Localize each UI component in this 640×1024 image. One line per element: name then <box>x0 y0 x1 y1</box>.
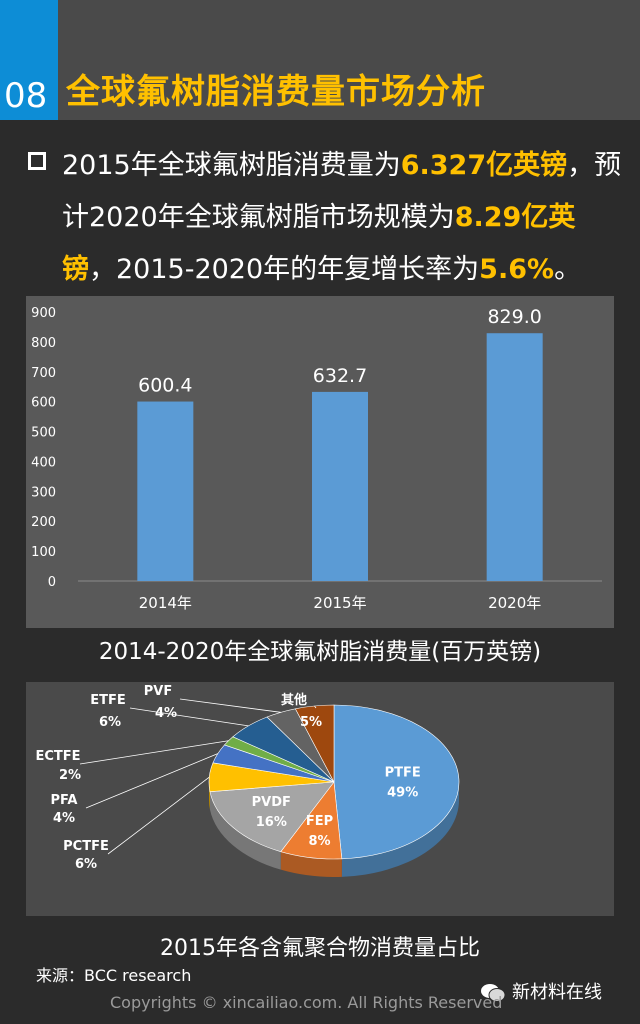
bar-chart-panel: 0 100 200 300 400 500 600 700 800 900 600.4 2014年 63… <box>26 296 614 628</box>
pie-side-2 <box>209 791 281 870</box>
y-tick-label: 100 <box>31 545 56 560</box>
pie-name-label: 其他 <box>281 692 307 708</box>
pie-name-label: ETFE <box>90 693 126 708</box>
intro-text-4: 。 <box>554 254 582 285</box>
bar-2 <box>486 333 543 581</box>
intro-text-1: 2015年全球氟树脂消费量为 <box>62 150 401 181</box>
intro-highlight-2020-value: 8.29亿英镑 <box>62 202 576 285</box>
pie-chart-title: 2015年各含氟聚合物消费量占比 <box>160 936 480 961</box>
pie-value-label: 6% <box>75 857 97 872</box>
pie-value-label: 16% <box>256 815 287 830</box>
bar-value-label: 600.4 <box>138 375 192 397</box>
y-tick-label: 200 <box>31 515 56 530</box>
pie-value-label: 49% <box>387 786 418 801</box>
wechat-icon <box>481 984 506 1002</box>
x-tick-label: 2015年 <box>313 594 366 612</box>
pie-leader-line <box>179 698 281 713</box>
x-tick-label: 2014年 <box>139 594 192 612</box>
intro-text-2: ，预计2020年全球氟树脂市场规模为 <box>62 150 622 233</box>
pie-leader-line <box>314 705 317 709</box>
y-tick-label: 600 <box>31 396 56 411</box>
pie-value-label: 4% <box>53 811 75 826</box>
pie-value-label: 5% <box>300 715 322 730</box>
bar-chart: 0 100 200 300 400 500 600 700 800 900 600.4 2014年 63… <box>31 306 602 612</box>
section-number-box: 08 <box>0 0 58 120</box>
copyright-text: Copyrights © xincailiao.com. All Rights … <box>110 993 503 1012</box>
pie-value-label: 2% <box>59 768 81 783</box>
y-tick-label: 0 <box>48 575 56 590</box>
pie-name-label: PVDF <box>252 795 291 810</box>
pie-name-label: PTFE <box>385 766 421 781</box>
pie-name-label: ECTFE <box>35 749 80 764</box>
bar-value-label: 632.7 <box>313 365 367 387</box>
intro-highlight-2015-value: 6.327亿英镑 <box>400 150 568 181</box>
pie-side-0 <box>341 782 460 877</box>
pie-slice-0 <box>333 704 460 860</box>
pie-value-label: 8% <box>308 834 330 849</box>
pie-leader-line <box>107 776 210 855</box>
pie-name-label: PVF <box>144 684 172 699</box>
pie-leader-line <box>85 753 218 809</box>
bar-chart-title: 2014-2020年全球氟树脂消费量(百万英镑) <box>98 639 542 665</box>
y-tick-label: 800 <box>31 336 56 351</box>
y-tick-label: 300 <box>31 485 56 500</box>
intro-paragraph: 2015年全球氟树脂消费量为6.327亿英镑，预计2020年全球氟树脂市场规模为… <box>62 140 622 296</box>
bar-value-label: 829.0 <box>487 306 541 328</box>
y-tick-label: 700 <box>31 366 56 381</box>
section-number: 08 <box>4 76 48 116</box>
intro-text-3: ，2015-2020年的年复增长率为 <box>89 254 480 285</box>
pie-value-label: 4% <box>155 706 177 721</box>
pie-slice-2 <box>209 781 335 853</box>
header-bar: 08 全球氟树脂消费量市场分析 <box>0 0 640 120</box>
account-name: 新材料在线 <box>512 982 602 1003</box>
page-title: 全球氟树脂消费量市场分析 <box>66 72 486 112</box>
pie-leader-line <box>79 740 229 765</box>
y-tick-label: 500 <box>31 426 56 441</box>
bar-0 <box>137 401 194 581</box>
pie-leader-line <box>129 707 249 727</box>
account-badge: 新材料在线 <box>480 978 602 1004</box>
pie-side-1 <box>280 851 342 877</box>
y-tick-label: 900 <box>31 306 56 321</box>
pie-name-label: FEP <box>306 814 333 829</box>
pie-name-label: PFA <box>51 793 78 808</box>
intro-highlight-cagr: 5.6% <box>479 254 555 285</box>
source-note: 来源：BCC research <box>36 966 192 985</box>
x-tick-label: 2020年 <box>488 594 541 612</box>
bar-1 <box>312 391 368 581</box>
pie-chart-panel: PTFE 49% FEP 8% PVDF 16% PCTFE 6% PFA 4% ECTFE 2% ET… <box>26 682 614 916</box>
pie-chart: PTFE 49% FEP 8% PVDF 16% PCTFE 6% PFA 4% ECTFE 2% ET… <box>35 684 460 877</box>
bullet-square-icon <box>28 152 46 170</box>
y-tick-label: 400 <box>31 455 56 470</box>
pie-name-label: PCTFE <box>63 839 109 854</box>
pie-value-label: 6% <box>99 715 121 730</box>
